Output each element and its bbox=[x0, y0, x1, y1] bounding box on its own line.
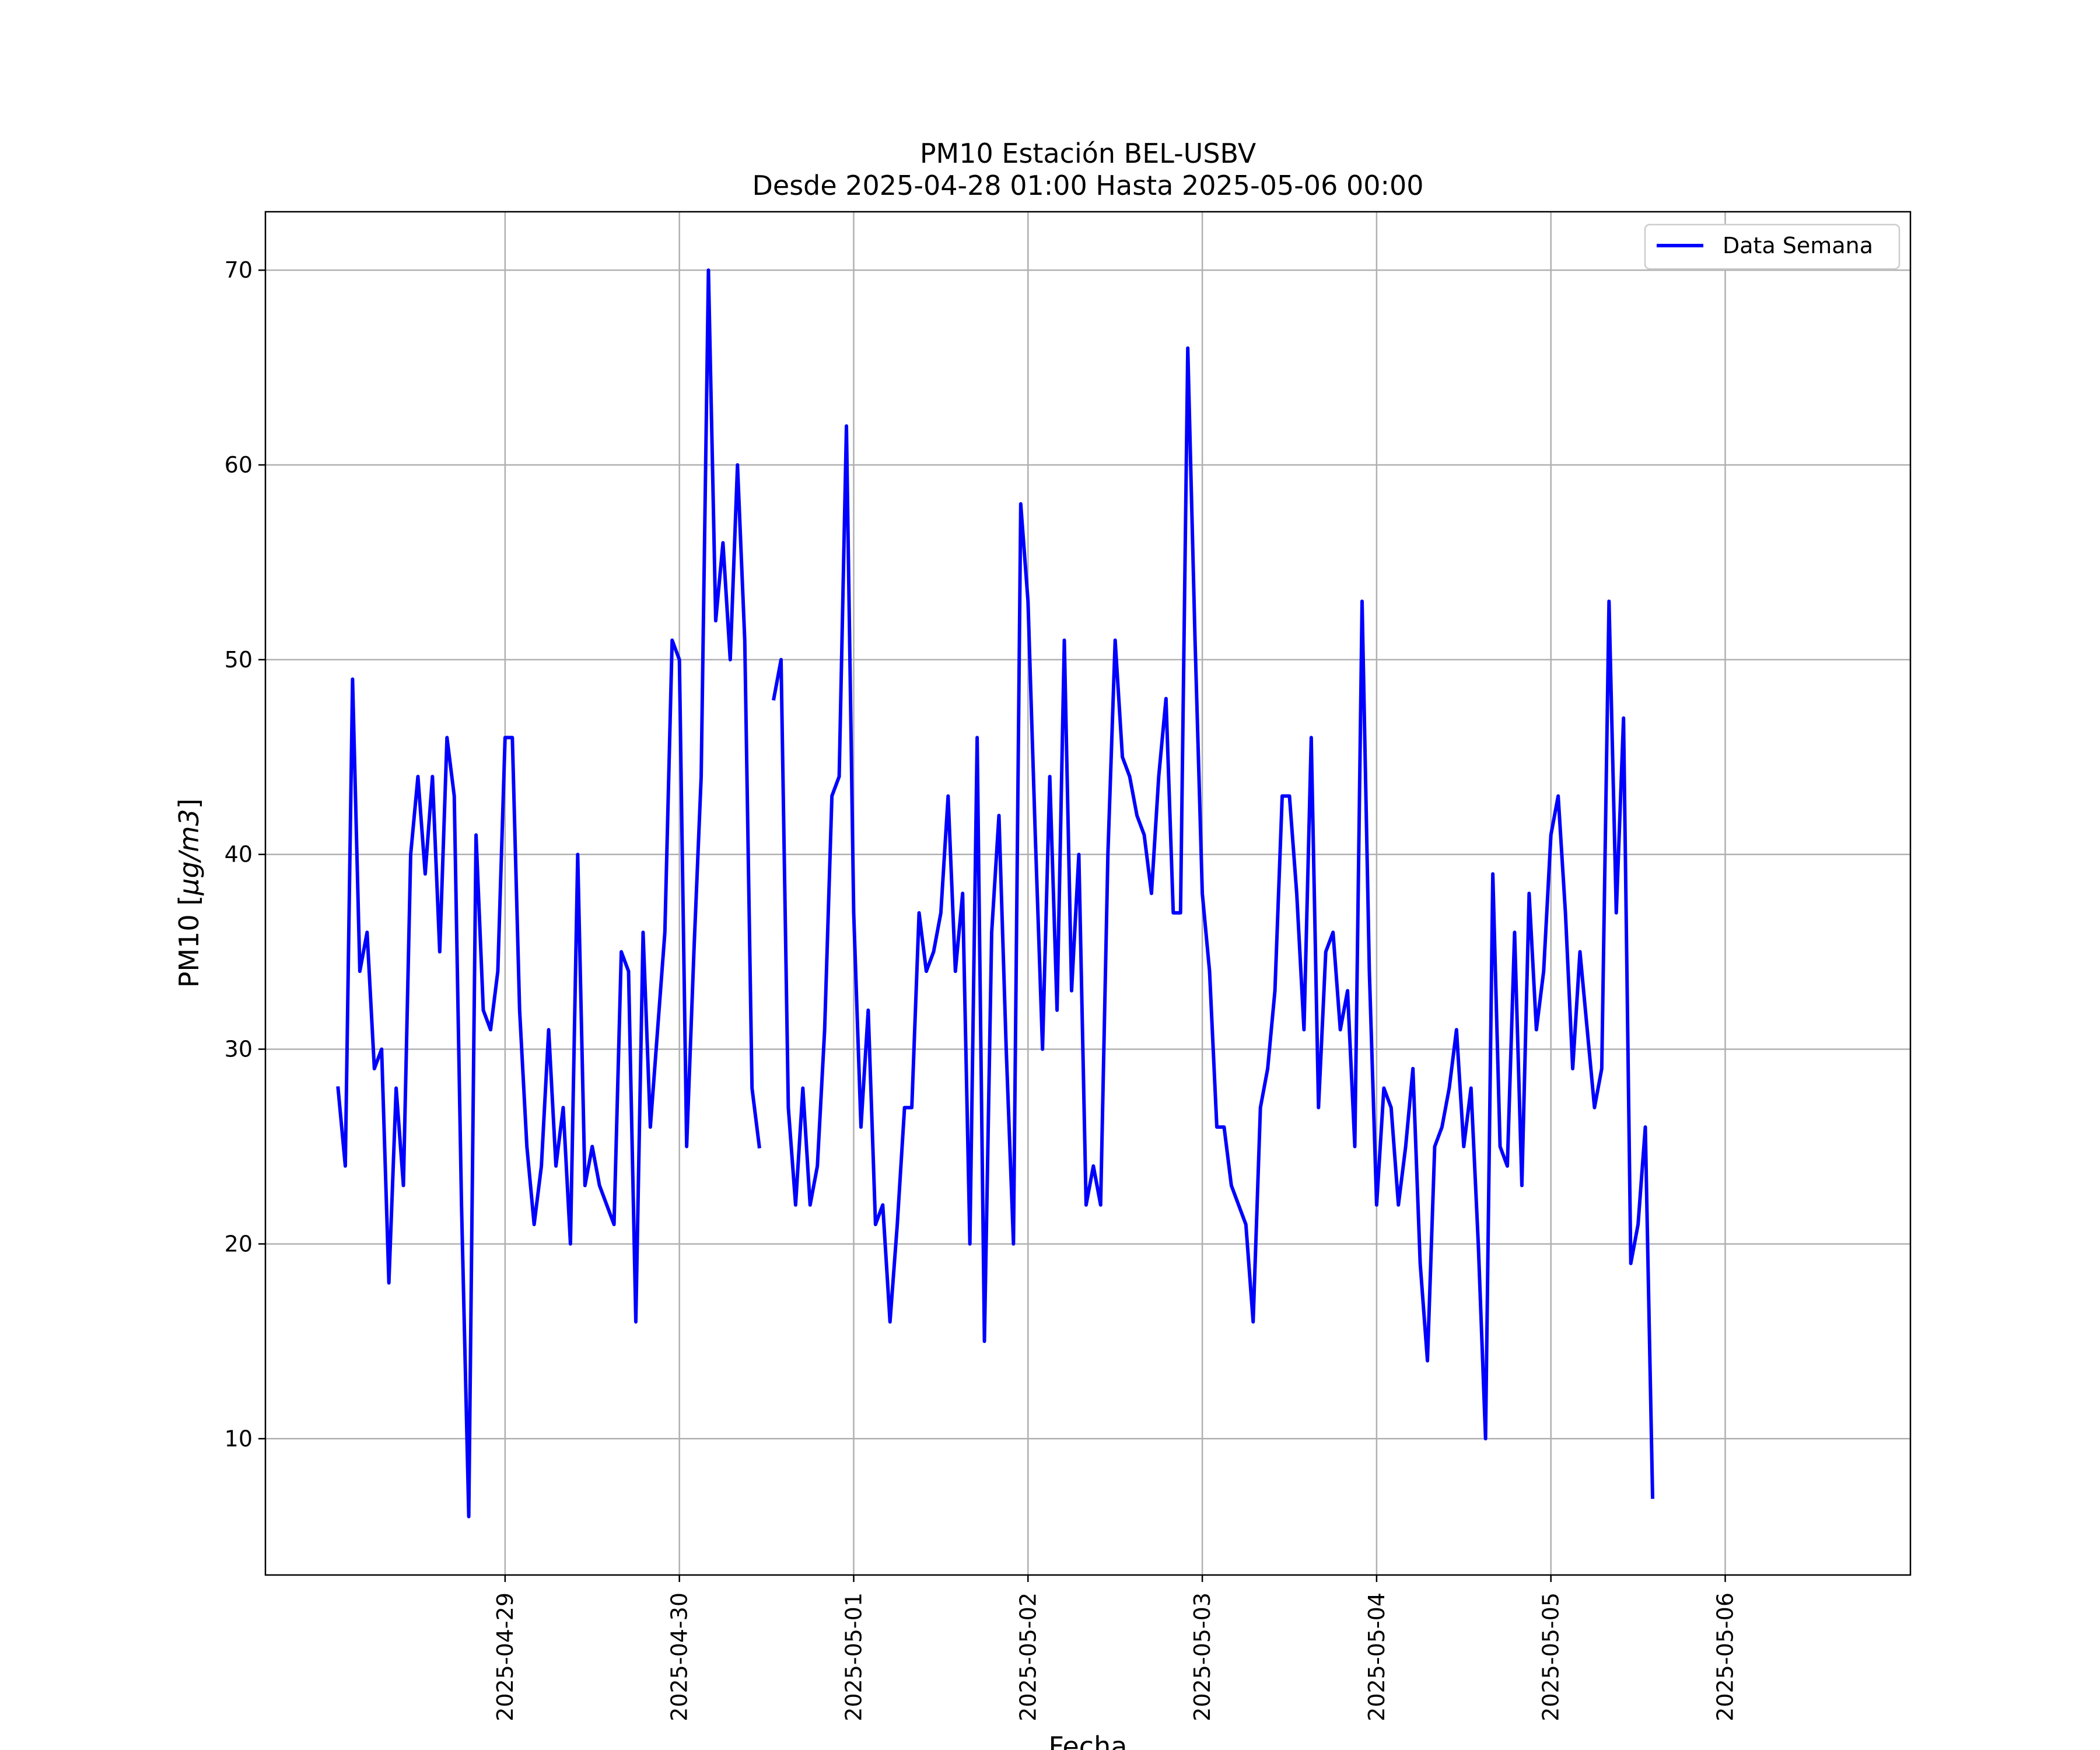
x-tick-label-2025-04-29: 2025-04-29 bbox=[492, 1592, 518, 1721]
y-axis-label: PM10 [μg/m3] bbox=[173, 799, 205, 988]
y-axis-ticks: 10 20 30 40 50 60 70 bbox=[225, 257, 265, 1451]
series-line-0 bbox=[336, 268, 1655, 1518]
grid-lines bbox=[265, 212, 1910, 1575]
y-tick-label-60: 60 bbox=[225, 452, 253, 478]
plot-frame bbox=[264, 211, 1912, 1576]
x-tick-label-2025-05-02: 2025-05-02 bbox=[1015, 1592, 1041, 1721]
y-tick-label-20: 20 bbox=[225, 1231, 253, 1256]
x-tick-label-2025-05-05: 2025-05-05 bbox=[1538, 1592, 1564, 1721]
y-tick-label-10: 10 bbox=[225, 1426, 253, 1451]
chart-title: PM10 Estación BEL-USBV bbox=[920, 138, 1256, 169]
y-axis-label-units: μg/m3 bbox=[173, 809, 205, 896]
x-tick-label-2025-04-30: 2025-04-30 bbox=[667, 1592, 692, 1721]
y-tick-label-40: 40 bbox=[225, 842, 253, 867]
x-tick-label-2025-05-01: 2025-05-01 bbox=[841, 1592, 866, 1721]
legend-box bbox=[1644, 223, 1901, 270]
legend-label-data-semana: Data Semana bbox=[1723, 233, 1873, 258]
y-axis-label-suffix: ] bbox=[173, 799, 205, 809]
chart-subtitle: Desde 2025-04-28 01:00 Hasta 2025-05-06 … bbox=[752, 170, 1423, 201]
x-tick-label-2025-05-03: 2025-05-03 bbox=[1189, 1592, 1215, 1721]
y-tick-label-70: 70 bbox=[225, 257, 253, 283]
y-tick-label-30: 30 bbox=[225, 1037, 253, 1062]
x-tick-label-2025-05-06: 2025-05-06 bbox=[1713, 1592, 1738, 1721]
y-tick-label-50: 50 bbox=[225, 647, 253, 673]
series-layer bbox=[336, 268, 1655, 1518]
legend: Data Semana bbox=[1644, 223, 1901, 270]
x-tick-label-2025-05-04: 2025-05-04 bbox=[1364, 1592, 1390, 1721]
y-axis-label-prefix: PM10 [ bbox=[173, 895, 205, 988]
x-axis-ticks: 2025-04-29 2025-04-30 2025-05-01 2025-05-02… bbox=[492, 1575, 1738, 1721]
x-axis-label: Fecha bbox=[1049, 1731, 1128, 1750]
